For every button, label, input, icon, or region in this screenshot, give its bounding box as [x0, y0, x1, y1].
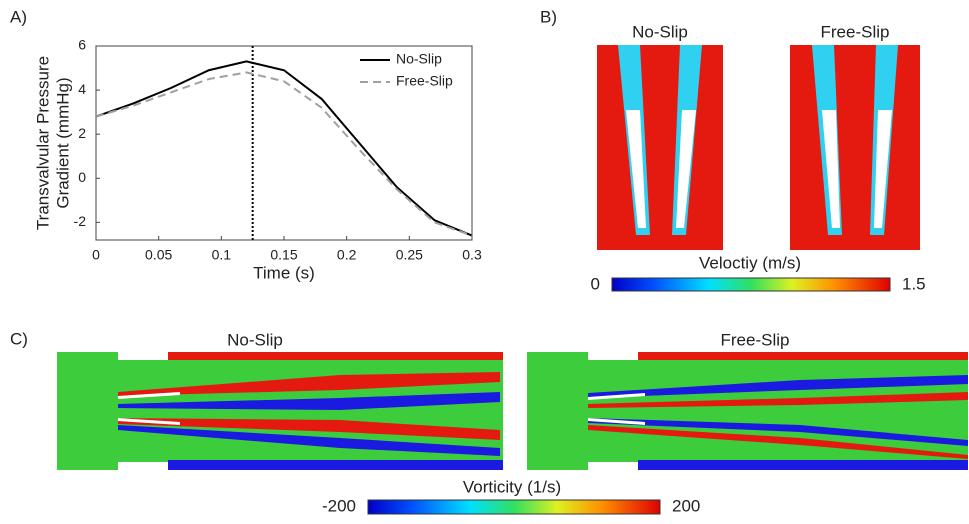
x-tick-label: 0.1	[212, 247, 232, 263]
y-tick-label: 2	[78, 125, 86, 141]
vorticity-field	[57, 352, 503, 470]
series-line	[95, 60, 473, 237]
panel-title: No-Slip	[227, 330, 283, 349]
leaflet	[874, 110, 892, 228]
x-tick-label: 0.05	[145, 247, 172, 263]
legend-label: No-Slip	[396, 51, 442, 67]
panel-label: A)	[10, 7, 27, 26]
y-axis-label: Transvalvular Pressure	[33, 56, 52, 230]
leaflet	[822, 110, 840, 228]
panel-title: Free-Slip	[821, 22, 890, 41]
velocity-field	[597, 45, 723, 250]
x-tick-label: 0.3	[462, 247, 482, 263]
panel-label: B)	[540, 7, 557, 26]
panel-title: Free-Slip	[721, 330, 790, 349]
vorticity-images: No-Slip Free-Slip Vorticity (1/s)	[57, 330, 968, 515]
x-tick-label: 0.2	[337, 247, 357, 263]
colorbar-tick-label: -200	[322, 496, 356, 515]
leaflet	[626, 110, 646, 228]
y-tick-label: 4	[78, 81, 86, 97]
panel-labels: A) B) C)	[10, 7, 557, 348]
x-tick-label: 0	[92, 247, 100, 263]
panel-label: C)	[10, 329, 28, 348]
velocity-images: No-Slip Free-Slip Veloctiy (m/s)	[597, 22, 920, 292]
y-axis-label: Gradient (mmHg)	[53, 77, 72, 208]
velocity-field	[790, 45, 920, 250]
x-axis-label: Time (s)	[253, 263, 315, 282]
colorbar-label: Vorticity (1/s)	[463, 477, 561, 496]
x-tick-label: 0.25	[396, 247, 423, 263]
colorbar	[611, 277, 891, 292]
y-tick-label: 0	[78, 169, 86, 185]
vorticity-field	[527, 352, 968, 470]
x-tick-label: 0.15	[270, 247, 297, 263]
line-chart: 0 0.05 0.1 0.15 0.2 0.25 0.3 -2 0 2 4 6 Time (s) Tran…	[33, 37, 481, 283]
colorbar-tick-label: 200	[672, 496, 700, 515]
legend-label: Free-Slip	[396, 73, 453, 89]
panel-title: No-Slip	[632, 22, 688, 41]
y-tick-label: 6	[78, 37, 86, 53]
colorbar-tick-label: 1.5	[902, 274, 926, 293]
series-line	[95, 71, 473, 237]
leaflet	[676, 110, 696, 228]
colorbar	[367, 499, 661, 515]
colorbar-label: Veloctiy (m/s)	[699, 253, 801, 272]
colorbar-tick-label: 0	[591, 274, 600, 293]
y-tick-label: -2	[74, 213, 87, 229]
